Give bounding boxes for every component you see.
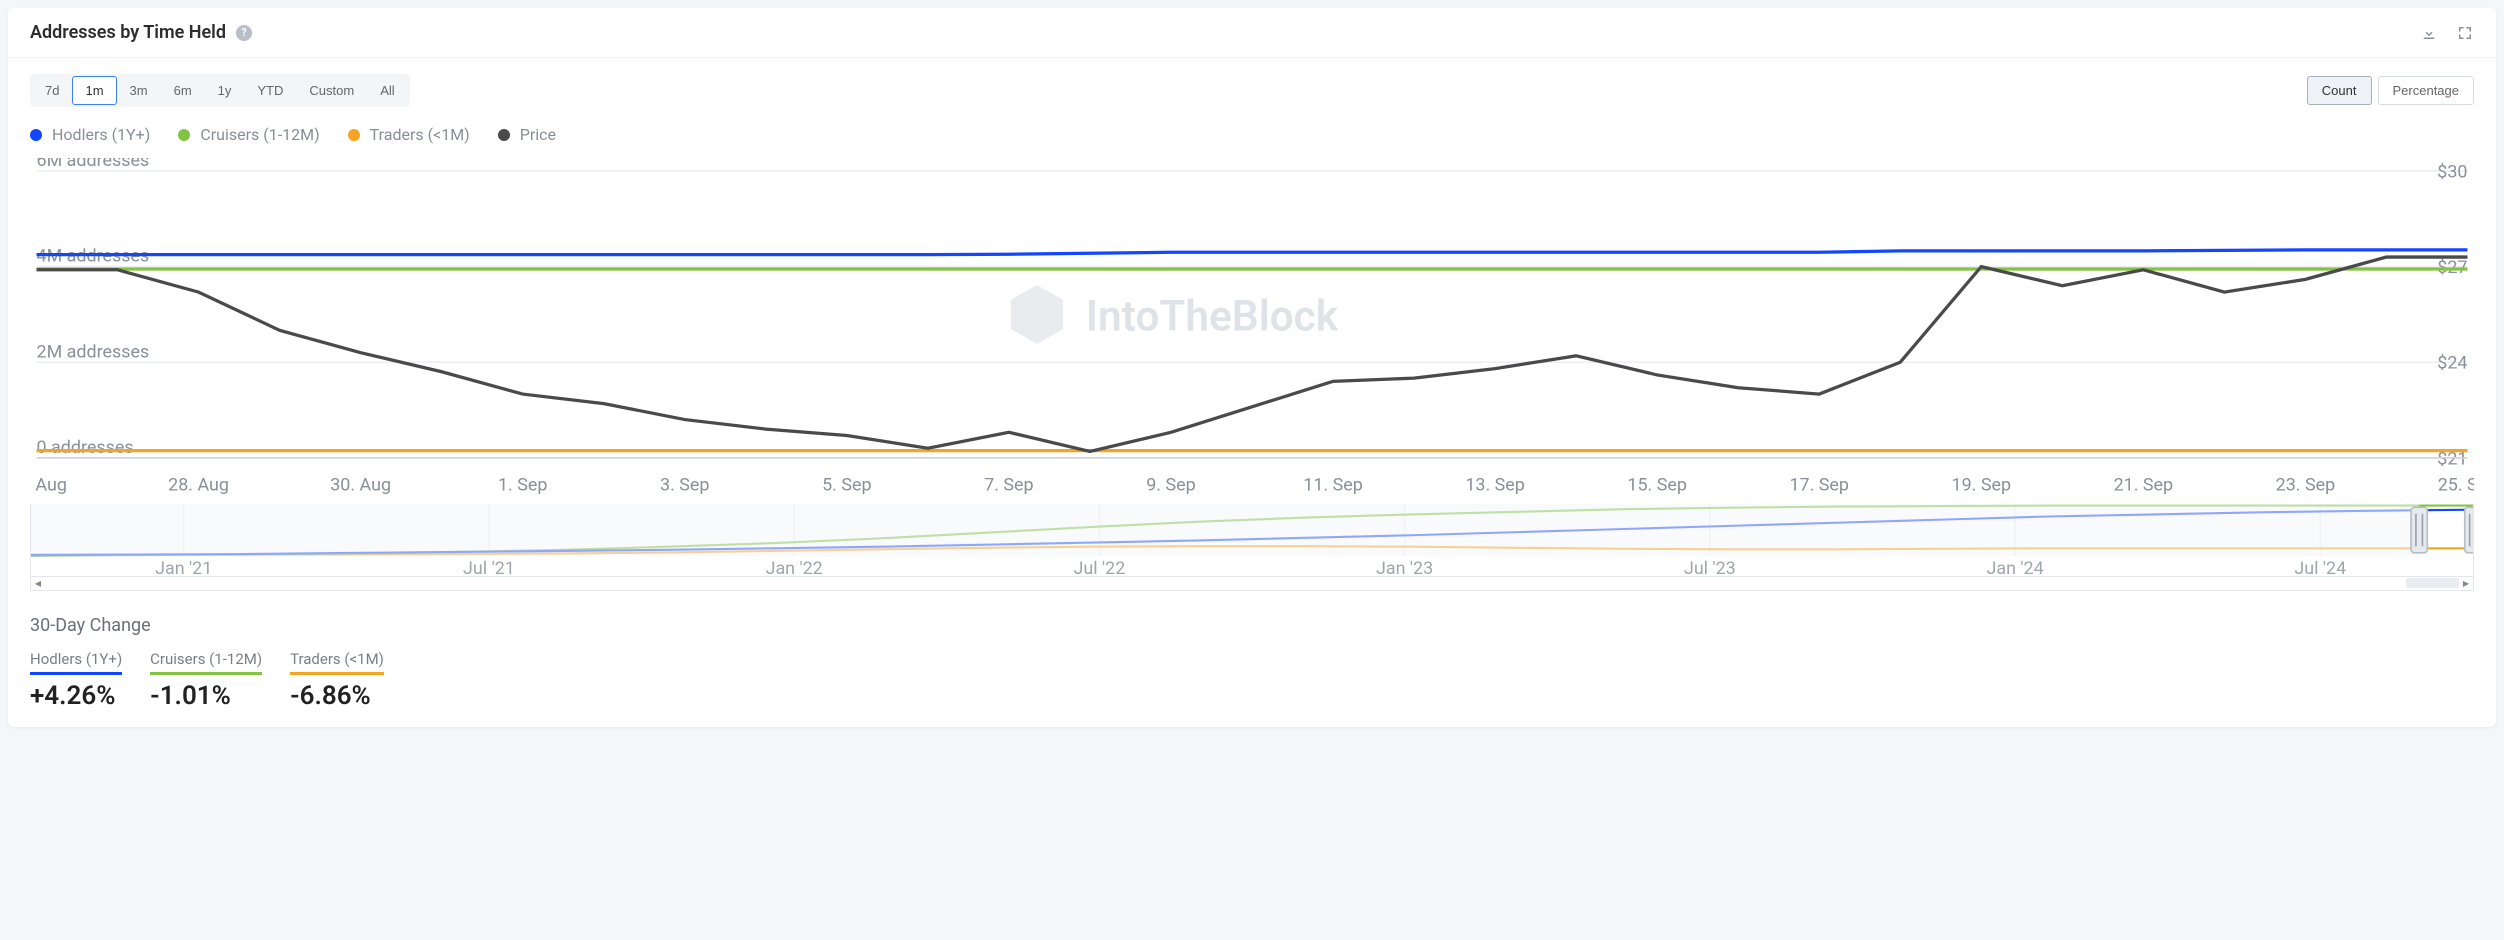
card-header: Addresses by Time Held ? [8,8,2496,58]
legend-label: Hodlers (1Y+) [52,125,150,144]
svg-text:2M addresses: 2M addresses [37,341,150,362]
legend-label: Price [520,125,556,144]
legend-dot [30,129,42,141]
svg-text:IntoTheBlock: IntoTheBlock [1086,293,1339,342]
nav-scroll-thumb[interactable] [2406,578,2459,588]
navigator-scrollbar[interactable]: ◀ ▶ [30,577,2474,591]
svg-text:28. Aug: 28. Aug [168,474,229,495]
svg-text:30. Aug: 30. Aug [330,474,391,495]
change-value: -6.86% [290,681,384,711]
svg-text:Jan '23: Jan '23 [1376,558,1433,577]
navigator-svg[interactable]: Jan '21 Jul '21 Jan '22 Jul '22 Jan '23 Jul '… [30,504,2474,577]
download-icon[interactable] [2420,24,2438,42]
change-item: Traders (<1M) -6.86% [290,650,384,711]
change-row: Hodlers (1Y+) +4.26% Cruisers (1-12M) -1.01… [30,650,2474,711]
svg-text:$30: $30 [2437,162,2467,183]
svg-text:5. Sep: 5. Sep [822,474,871,495]
change-value: +4.26% [30,681,122,711]
svg-text:15. Sep: 15. Sep [1627,474,1686,495]
card-title: Addresses by Time Held [30,22,226,43]
legend-dot [178,129,190,141]
svg-text:Jul '23: Jul '23 [1684,558,1736,577]
mode-group: CountPercentage [2307,76,2474,105]
nav-scroll-right[interactable]: ▶ [2459,577,2473,589]
svg-text:$24: $24 [2437,353,2467,374]
svg-text:6M addresses: 6M addresses [37,158,150,171]
range-6m[interactable]: 6m [161,76,205,105]
svg-text:1. Sep: 1. Sep [498,474,547,495]
legend-dot [348,129,360,141]
range-ytd[interactable]: YTD [244,76,296,105]
svg-text:25. Sep: 25. Sep [2438,474,2474,495]
legend-cruisers[interactable]: Cruisers (1-12M) [178,125,319,144]
range-1m[interactable]: 1m [72,76,116,105]
range-1y[interactable]: 1y [205,76,245,105]
svg-text:Jul '21: Jul '21 [463,558,515,577]
change-label: Cruisers (1-12M) [150,650,262,675]
change-value: -1.01% [150,681,262,711]
controls-row: 7d1m3m6m1yYTDCustomAll CountPercentage [8,58,2496,117]
range-custom[interactable]: Custom [296,76,367,105]
range-7d[interactable]: 7d [32,76,72,105]
main-chart: 0 addresses2M addresses4M addresses6M ad… [8,158,2496,500]
chart-card: Addresses by Time Held ? 7d1m3m6m1yYTDCu… [8,8,2496,727]
change-block: 30-Day Change Hodlers (1Y+) +4.26% Cruiser… [8,593,2496,727]
mode-percentage[interactable]: Percentage [2378,76,2475,105]
change-label: Traders (<1M) [290,650,384,675]
nav-scroll-left[interactable]: ◀ [31,577,45,589]
svg-text:Jul '22: Jul '22 [1074,558,1126,577]
change-item: Cruisers (1-12M) -1.01% [150,650,262,711]
svg-text:9. Sep: 9. Sep [1146,474,1195,495]
navigator[interactable]: Jan '21 Jul '21 Jan '22 Jul '22 Jan '23 Jul '… [8,500,2496,593]
svg-text:0 addresses: 0 addresses [37,437,134,458]
legend-hodlers[interactable]: Hodlers (1Y+) [30,125,150,144]
legend-traders[interactable]: Traders (<1M) [348,125,470,144]
fullscreen-icon[interactable] [2456,24,2474,42]
legend-label: Cruisers (1-12M) [200,125,319,144]
legend: Hodlers (1Y+) Cruisers (1-12M) Traders (<1… [8,117,2496,158]
svg-text:Jan '21: Jan '21 [155,558,212,577]
svg-text:Jan '22: Jan '22 [766,558,823,577]
svg-text:13. Sep: 13. Sep [1465,474,1524,495]
range-all[interactable]: All [367,76,407,105]
svg-text:Jan '24: Jan '24 [1986,558,2043,577]
legend-label: Traders (<1M) [370,125,470,144]
svg-text:26. Aug: 26. Aug [30,474,67,495]
svg-text:23. Sep: 23. Sep [2276,474,2335,495]
legend-price[interactable]: Price [498,125,556,144]
svg-text:17. Sep: 17. Sep [1789,474,1848,495]
svg-text:7. Sep: 7. Sep [984,474,1033,495]
svg-text:19. Sep: 19. Sep [1952,474,2011,495]
change-title: 30-Day Change [30,615,2474,636]
range-3m[interactable]: 3m [117,76,161,105]
nav-scroll-track[interactable] [45,577,2459,589]
change-item: Hodlers (1Y+) +4.26% [30,650,122,711]
svg-text:3. Sep: 3. Sep [660,474,709,495]
legend-dot [498,129,510,141]
change-label: Hodlers (1Y+) [30,650,122,675]
help-icon[interactable]: ? [236,25,252,41]
svg-text:21. Sep: 21. Sep [2114,474,2173,495]
chart-svg: 0 addresses2M addresses4M addresses6M ad… [30,158,2474,500]
range-group: 7d1m3m6m1yYTDCustomAll [30,74,410,107]
svg-text:Jul '24: Jul '24 [2294,558,2346,577]
svg-text:11. Sep: 11. Sep [1303,474,1362,495]
mode-count[interactable]: Count [2307,76,2372,105]
